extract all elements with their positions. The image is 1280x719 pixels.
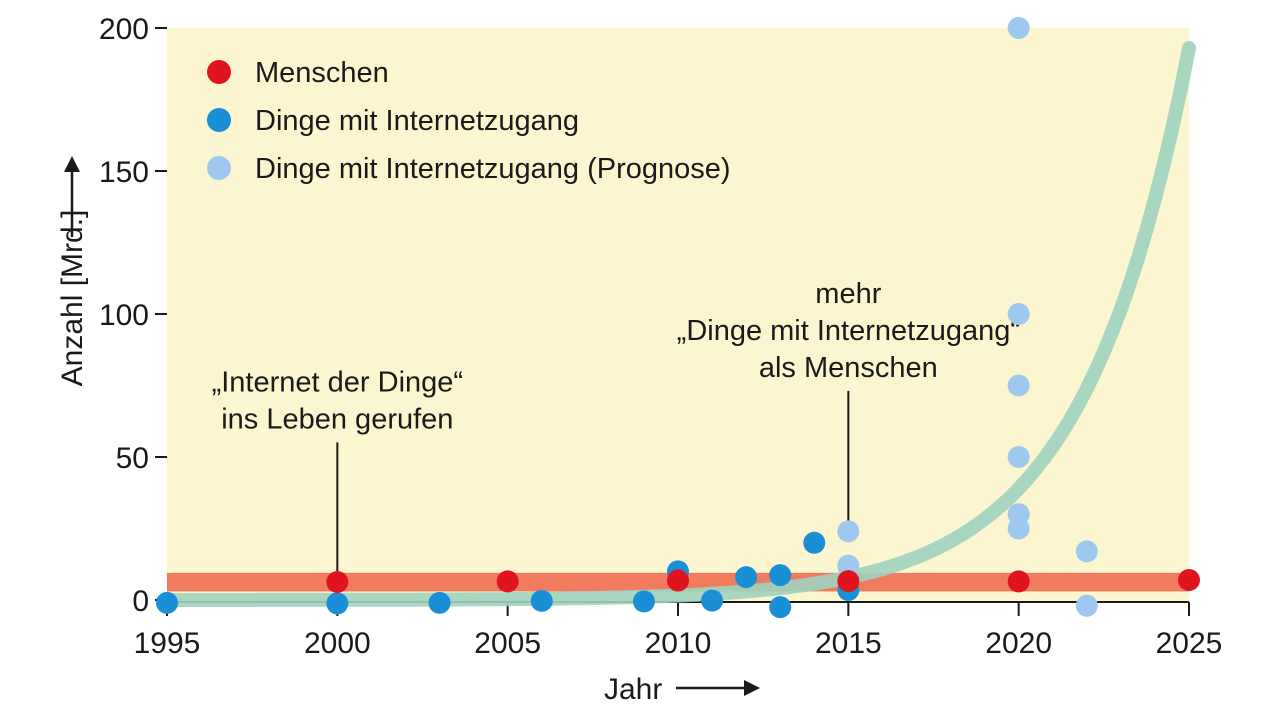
x-tick-label: 2020	[985, 627, 1052, 660]
point-prognose	[1007, 374, 1030, 397]
point-dinge	[803, 531, 826, 554]
x-tick-label: 2025	[1156, 627, 1223, 660]
legend-marker-prognose	[207, 156, 231, 180]
point-prognose	[837, 520, 860, 543]
point-prognose	[1007, 517, 1030, 540]
annotation-text: „Internet der Dinge“	[212, 366, 463, 398]
point-dinge	[769, 596, 792, 619]
point-prognose	[1075, 594, 1098, 617]
annotation-text: „Dinge mit Internetzugang“	[677, 315, 1020, 347]
y-ticks: 0 50 100 150 200	[99, 13, 167, 618]
y-tick-label: 150	[99, 156, 149, 189]
point-dinge	[701, 589, 724, 612]
point-menschen	[326, 570, 349, 593]
x-tick-label: 1995	[134, 627, 201, 660]
point-menschen	[837, 570, 860, 593]
point-dinge	[769, 564, 792, 587]
x-ticks: 1995 2000 2005 2010 2015 2020 2025	[134, 601, 1223, 660]
legend-label: Menschen	[255, 57, 389, 89]
point-menschen	[496, 570, 519, 593]
y-axis-title: Anzahl [Mrd.]	[56, 156, 89, 386]
point-menschen	[1007, 570, 1030, 593]
x-tick-label: 2010	[645, 627, 712, 660]
point-prognose	[1075, 540, 1098, 563]
y-tick-label: 0	[132, 585, 149, 618]
annotation-text: ins Leben gerufen	[221, 403, 453, 435]
annotation-text: als Menschen	[759, 352, 938, 384]
x-axis-label: Jahr	[604, 673, 662, 706]
annotation-text: mehr	[815, 278, 881, 310]
y-tick-label: 200	[99, 13, 149, 46]
y-axis-label: Anzahl [Mrd.]	[56, 210, 89, 387]
legend-label: Dinge mit Internetzugang	[255, 105, 579, 137]
point-prognose	[1007, 446, 1030, 468]
y-tick-label: 100	[99, 299, 149, 332]
legend-label: Dinge mit Internetzugang (Prognose)	[255, 153, 731, 185]
x-tick-label: 2015	[815, 627, 882, 660]
x-tick-label: 2005	[474, 627, 541, 660]
legend: Menschen Dinge mit Internetzugang Dinge mi…	[207, 57, 731, 185]
data-points	[156, 17, 1200, 619]
point-menschen	[1178, 568, 1200, 591]
y-axis-arrow-head	[64, 156, 80, 172]
legend-marker-dinge	[207, 108, 231, 132]
point-dinge	[326, 592, 349, 615]
point-dinge	[735, 566, 758, 589]
x-tick-label: 2000	[304, 627, 371, 660]
y-tick-label: 50	[116, 442, 149, 475]
point-prognose	[1007, 17, 1030, 39]
point-prognose	[837, 554, 860, 577]
point-menschen	[667, 569, 689, 592]
point-dinge	[428, 591, 451, 614]
point-prognose	[1007, 303, 1030, 325]
legend-marker-menschen	[207, 60, 231, 84]
point-dinge	[156, 591, 178, 614]
x-axis-arrow-head	[744, 680, 760, 696]
point-dinge	[530, 589, 553, 612]
annotations: „Internet der Dinge“ ins Leben gerufen meh…	[212, 278, 1020, 578]
point-dinge	[632, 590, 655, 613]
x-axis-title: Jahr	[604, 673, 760, 706]
